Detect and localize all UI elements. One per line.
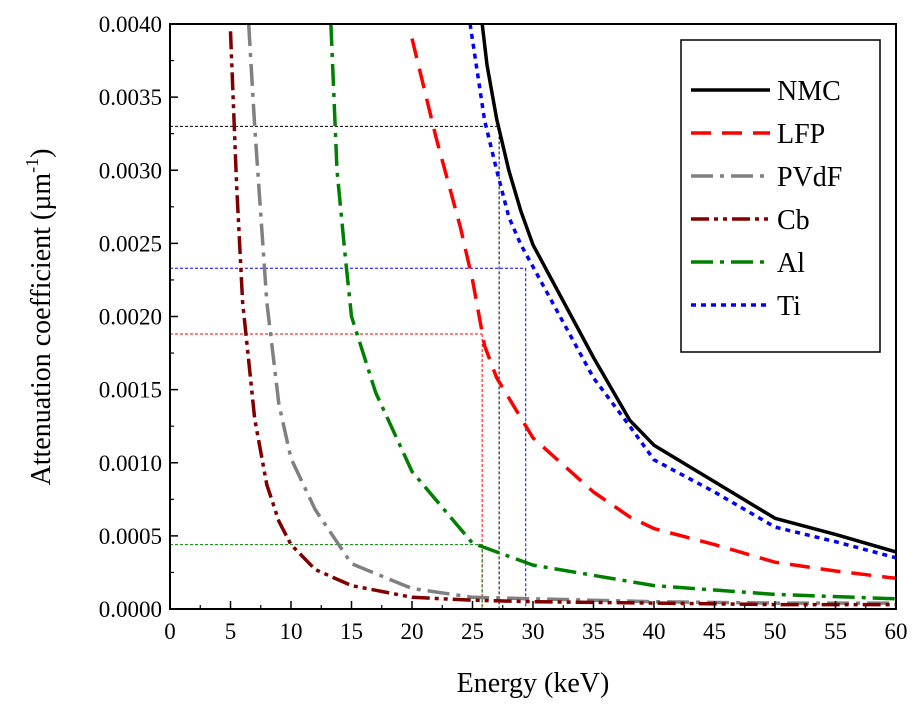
x-tick-label: 10	[280, 619, 303, 644]
series-line-cb	[228, 31, 896, 607]
reference-lines	[170, 125, 527, 609]
y-tick-label: 0.0010	[99, 451, 162, 476]
legend-label-al: Al	[777, 248, 805, 279]
x-tick-label: 40	[643, 619, 666, 644]
legend-label-nmc: NMC	[777, 76, 841, 107]
x-tick-label: 35	[582, 619, 605, 644]
y-tick-label: 0.0025	[99, 231, 162, 256]
y-tick-label: 0.0040	[99, 12, 162, 37]
x-tick-label: 45	[703, 619, 726, 644]
x-tick-label: 55	[824, 619, 847, 644]
series-line-lfp	[410, 38, 896, 581]
legend-label-lfp: LFP	[777, 119, 825, 150]
x-tick-label: 60	[885, 619, 908, 644]
y-axis-title-superscript: -1	[22, 158, 42, 173]
x-tick-label: 25	[461, 619, 484, 644]
series-line-al	[329, 24, 896, 601]
y-axis-title-main: Attenuation coefficient (µm	[26, 173, 57, 486]
x-tick-label: 5	[225, 619, 237, 644]
x-axis-title: Energy (keV)	[457, 668, 610, 699]
y-axis-title-close: )	[26, 149, 57, 158]
y-tick-label: 0.0035	[99, 85, 162, 110]
x-tick-label: 50	[764, 619, 787, 644]
x-tick-label: 15	[340, 619, 363, 644]
y-tick-label: 0.0005	[99, 524, 162, 549]
y-tick-label: 0.0030	[99, 158, 162, 183]
y-tick-label: 0.0020	[99, 305, 162, 330]
x-tick-label: 0	[164, 619, 176, 644]
legend-label-ti: Ti	[777, 291, 801, 322]
x-tick-label: 30	[522, 619, 545, 644]
legend: NMC LFP PVdF Cb Al Ti	[680, 39, 881, 353]
series-lines	[228, 24, 896, 607]
x-tick-label: 20	[401, 619, 424, 644]
y-tick-label: 0.0015	[99, 378, 162, 403]
legend-box	[680, 39, 881, 353]
y-tick-label: 0.0000	[99, 597, 162, 622]
legend-label-pvdf: PVdF	[777, 162, 842, 193]
series-line-nmc	[480, 24, 896, 554]
x-axis: 0 5 10 15 20 25 30 35 40 45 50 55 60	[164, 601, 908, 644]
legend-label-cb: Cb	[777, 205, 810, 236]
y-axis: 0.0000 0.0005 0.0010 0.0015 0.0020 0.0025 0.00…	[99, 12, 178, 622]
y-axis-title: Attenuation coefficient (µm-1)	[22, 149, 57, 486]
